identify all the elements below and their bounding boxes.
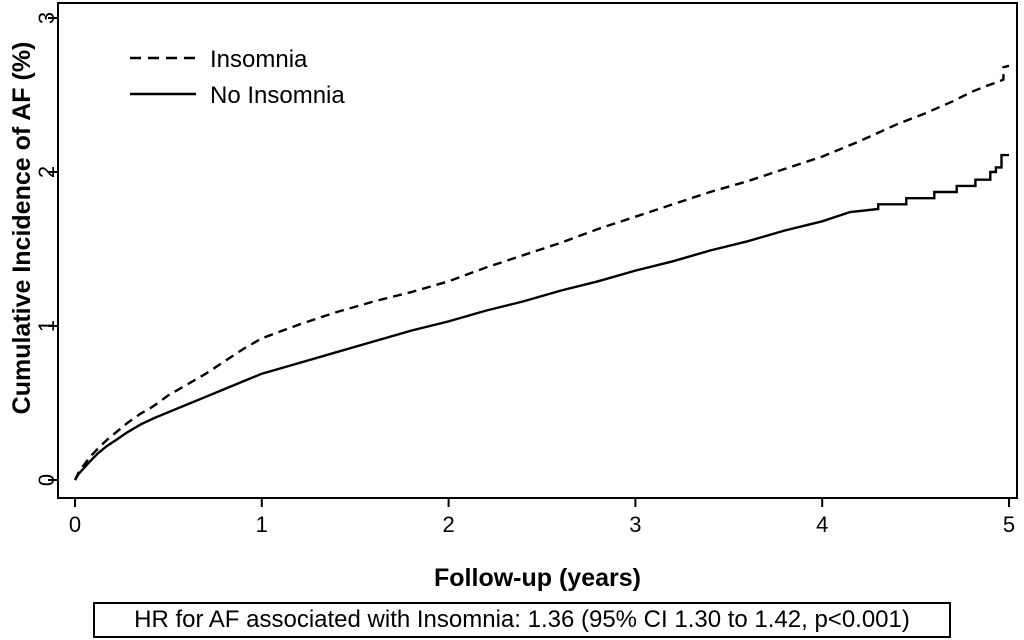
legend: Insomnia No Insomnia xyxy=(130,46,345,109)
hr-annotation-text: HR for AF associated with Insomnia: 1.36… xyxy=(134,606,910,633)
x-tick-label: 4 xyxy=(816,512,828,537)
x-tick-label: 1 xyxy=(256,512,268,537)
series-insomnia-line xyxy=(73,64,1010,481)
x-axis-title: Follow-up (years) xyxy=(434,564,641,592)
x-tick-label: 2 xyxy=(442,512,454,537)
hr-annotation-box: HR for AF associated with Insomnia: 1.36… xyxy=(93,602,951,638)
y-axis-title: Cumulative Incidence of AF (%) xyxy=(8,42,36,415)
plot-area xyxy=(73,64,1010,481)
y-tick-label: 0 xyxy=(34,474,59,486)
legend-label-insomnia: Insomnia xyxy=(210,46,308,73)
series-no-insomnia-line xyxy=(73,153,1009,481)
x-tick-label: 3 xyxy=(629,512,641,537)
y-tick-label: 1 xyxy=(34,320,59,332)
plot-border xyxy=(57,2,1018,499)
axes: 0 1 2 3 4 5 0 1 2 3 xyxy=(34,2,1018,537)
y-tick-label: 3 xyxy=(34,12,59,24)
x-tick-label: 5 xyxy=(1003,512,1015,537)
y-tick-label: 2 xyxy=(34,166,59,178)
legend-label-no-insomnia: No Insomnia xyxy=(210,82,345,109)
x-tick-label: 0 xyxy=(69,512,81,537)
axis-titles: Follow-up (years) Cumulative Incidence of… xyxy=(8,42,641,592)
